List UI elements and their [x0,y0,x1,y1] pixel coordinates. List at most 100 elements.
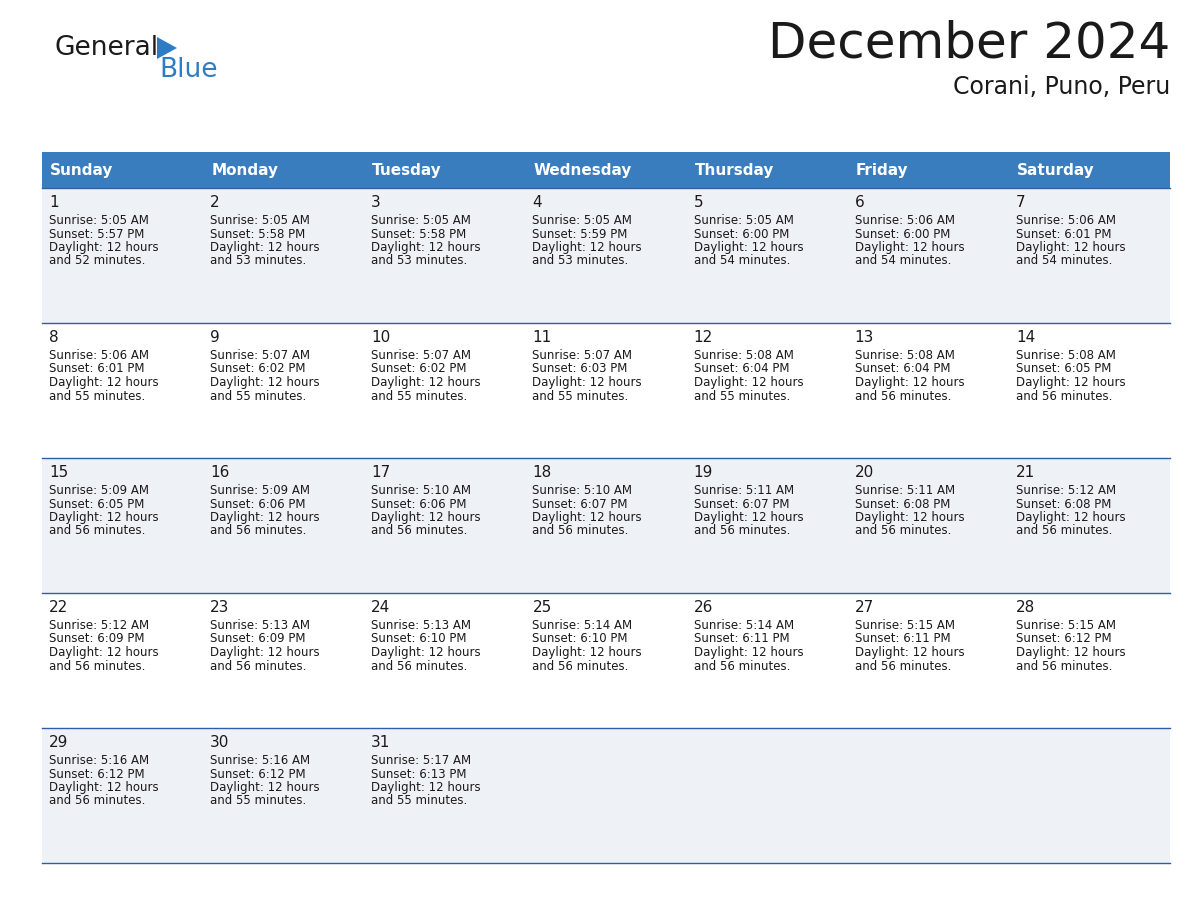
Text: 29: 29 [49,735,69,750]
Text: and 55 minutes.: and 55 minutes. [694,389,790,402]
Text: Daylight: 12 hours: Daylight: 12 hours [532,376,642,389]
Text: Sunrise: 5:06 AM: Sunrise: 5:06 AM [1016,214,1116,227]
Text: and 56 minutes.: and 56 minutes. [372,524,468,538]
Text: Sunrise: 5:05 AM: Sunrise: 5:05 AM [372,214,472,227]
Text: Sunset: 6:03 PM: Sunset: 6:03 PM [532,363,627,375]
Text: Sunrise: 5:07 AM: Sunrise: 5:07 AM [210,349,310,362]
Text: and 56 minutes.: and 56 minutes. [49,794,145,808]
Text: Sunset: 5:57 PM: Sunset: 5:57 PM [49,228,145,241]
Text: and 56 minutes.: and 56 minutes. [49,524,145,538]
Text: Sunset: 5:58 PM: Sunset: 5:58 PM [372,228,467,241]
Polygon shape [157,37,177,59]
Text: and 56 minutes.: and 56 minutes. [1016,659,1112,673]
Text: General: General [55,35,159,61]
Text: Sunrise: 5:17 AM: Sunrise: 5:17 AM [372,754,472,767]
Text: 1: 1 [49,195,58,210]
Text: Sunset: 6:00 PM: Sunset: 6:00 PM [694,228,789,241]
Text: Daylight: 12 hours: Daylight: 12 hours [532,646,642,659]
Text: 21: 21 [1016,465,1035,480]
Text: Sunrise: 5:07 AM: Sunrise: 5:07 AM [532,349,632,362]
Text: and 55 minutes.: and 55 minutes. [532,389,628,402]
Text: and 56 minutes.: and 56 minutes. [854,389,952,402]
Text: 27: 27 [854,600,874,615]
Text: Monday: Monday [211,162,278,177]
Text: Sunday: Sunday [50,162,113,177]
Text: 4: 4 [532,195,542,210]
Text: 13: 13 [854,330,874,345]
Text: and 54 minutes.: and 54 minutes. [1016,254,1112,267]
Text: Blue: Blue [159,57,217,83]
Text: Sunrise: 5:12 AM: Sunrise: 5:12 AM [49,619,150,632]
Text: Sunset: 6:10 PM: Sunset: 6:10 PM [532,633,628,645]
Text: and 56 minutes.: and 56 minutes. [854,524,952,538]
Text: Sunset: 6:12 PM: Sunset: 6:12 PM [1016,633,1112,645]
Text: 23: 23 [210,600,229,615]
Text: and 52 minutes.: and 52 minutes. [49,254,145,267]
Text: Daylight: 12 hours: Daylight: 12 hours [372,646,481,659]
Text: Thursday: Thursday [695,162,773,177]
Text: and 54 minutes.: and 54 minutes. [694,254,790,267]
Text: Daylight: 12 hours: Daylight: 12 hours [210,511,320,524]
Text: Sunset: 5:58 PM: Sunset: 5:58 PM [210,228,305,241]
Text: and 56 minutes.: and 56 minutes. [372,659,468,673]
Text: 8: 8 [49,330,58,345]
Text: Sunset: 6:00 PM: Sunset: 6:00 PM [854,228,950,241]
Text: Sunrise: 5:09 AM: Sunrise: 5:09 AM [49,484,148,497]
Text: Daylight: 12 hours: Daylight: 12 hours [694,646,803,659]
Text: 6: 6 [854,195,865,210]
Text: Sunrise: 5:14 AM: Sunrise: 5:14 AM [694,619,794,632]
Text: Daylight: 12 hours: Daylight: 12 hours [210,646,320,659]
Text: and 55 minutes.: and 55 minutes. [372,794,468,808]
Text: 12: 12 [694,330,713,345]
Text: Sunrise: 5:05 AM: Sunrise: 5:05 AM [210,214,310,227]
Text: 15: 15 [49,465,68,480]
Text: Sunrise: 5:14 AM: Sunrise: 5:14 AM [532,619,632,632]
Text: Daylight: 12 hours: Daylight: 12 hours [694,241,803,254]
Text: Daylight: 12 hours: Daylight: 12 hours [694,376,803,389]
Text: Sunrise: 5:11 AM: Sunrise: 5:11 AM [854,484,955,497]
Text: Sunrise: 5:06 AM: Sunrise: 5:06 AM [49,349,148,362]
Text: Sunset: 6:07 PM: Sunset: 6:07 PM [694,498,789,510]
Text: Sunset: 6:05 PM: Sunset: 6:05 PM [49,498,145,510]
Text: Daylight: 12 hours: Daylight: 12 hours [372,781,481,794]
Text: Sunrise: 5:05 AM: Sunrise: 5:05 AM [694,214,794,227]
Text: Daylight: 12 hours: Daylight: 12 hours [1016,511,1125,524]
Text: Sunset: 6:11 PM: Sunset: 6:11 PM [854,633,950,645]
Text: Daylight: 12 hours: Daylight: 12 hours [49,781,159,794]
Text: and 54 minutes.: and 54 minutes. [854,254,952,267]
Text: Sunset: 6:05 PM: Sunset: 6:05 PM [1016,363,1111,375]
Text: Sunrise: 5:16 AM: Sunrise: 5:16 AM [49,754,150,767]
Text: 11: 11 [532,330,551,345]
Text: and 55 minutes.: and 55 minutes. [210,389,307,402]
Text: 24: 24 [372,600,391,615]
Text: Sunset: 6:04 PM: Sunset: 6:04 PM [854,363,950,375]
Text: Daylight: 12 hours: Daylight: 12 hours [49,241,159,254]
Text: 22: 22 [49,600,68,615]
Text: and 56 minutes.: and 56 minutes. [1016,524,1112,538]
Text: Daylight: 12 hours: Daylight: 12 hours [854,376,965,389]
Text: Sunset: 6:06 PM: Sunset: 6:06 PM [372,498,467,510]
Text: Sunset: 5:59 PM: Sunset: 5:59 PM [532,228,627,241]
Text: Sunrise: 5:06 AM: Sunrise: 5:06 AM [854,214,955,227]
Text: Daylight: 12 hours: Daylight: 12 hours [372,511,481,524]
Text: Daylight: 12 hours: Daylight: 12 hours [210,241,320,254]
Text: Sunset: 6:09 PM: Sunset: 6:09 PM [49,633,145,645]
Text: Sunset: 6:02 PM: Sunset: 6:02 PM [210,363,305,375]
Text: Corani, Puno, Peru: Corani, Puno, Peru [953,75,1170,99]
Text: and 53 minutes.: and 53 minutes. [210,254,307,267]
Text: and 53 minutes.: and 53 minutes. [532,254,628,267]
Text: Daylight: 12 hours: Daylight: 12 hours [854,241,965,254]
Text: Sunrise: 5:08 AM: Sunrise: 5:08 AM [854,349,955,362]
Text: 2: 2 [210,195,220,210]
Text: 31: 31 [372,735,391,750]
Text: and 56 minutes.: and 56 minutes. [694,659,790,673]
Text: Daylight: 12 hours: Daylight: 12 hours [210,376,320,389]
Text: Sunrise: 5:08 AM: Sunrise: 5:08 AM [694,349,794,362]
Text: Tuesday: Tuesday [372,162,442,177]
Text: and 55 minutes.: and 55 minutes. [210,794,307,808]
Text: Daylight: 12 hours: Daylight: 12 hours [49,376,159,389]
Text: Sunrise: 5:13 AM: Sunrise: 5:13 AM [210,619,310,632]
Text: 18: 18 [532,465,551,480]
Text: 9: 9 [210,330,220,345]
Text: Daylight: 12 hours: Daylight: 12 hours [49,646,159,659]
